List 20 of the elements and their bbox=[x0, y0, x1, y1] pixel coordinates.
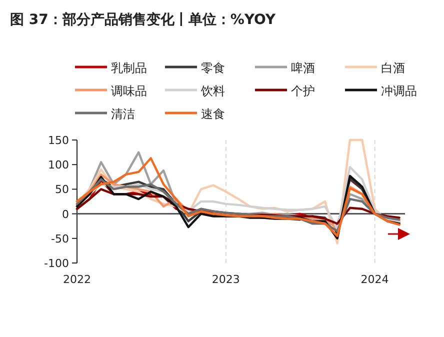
legend-label: 乳制品 bbox=[111, 61, 147, 75]
legend-label: 清洁 bbox=[111, 107, 135, 121]
legend-label: 速食 bbox=[201, 107, 225, 121]
y-tick-label: 50 bbox=[55, 183, 69, 196]
x-tick-label: 2022 bbox=[63, 273, 91, 286]
x-tick-label: 2024 bbox=[360, 273, 389, 286]
legend-label: 零食 bbox=[201, 61, 225, 75]
x-tick-label: 2023 bbox=[212, 273, 240, 286]
legend-label: 白酒 bbox=[381, 61, 405, 75]
legend-label: 个护 bbox=[291, 84, 315, 98]
chart-title: 图 37：部分产品销售变化丨单位：%YOY bbox=[10, 11, 276, 28]
y-tick-label: 100 bbox=[48, 158, 69, 172]
y-tick-label: 0 bbox=[62, 208, 69, 221]
y-tick-label: 150 bbox=[48, 134, 69, 147]
legend-label: 啤酒 bbox=[291, 61, 315, 75]
y-tick-label: -100 bbox=[44, 257, 69, 270]
legend-label: 调味品 bbox=[111, 84, 147, 98]
y-tick-label: -50 bbox=[51, 232, 69, 246]
legend-label: 饮料 bbox=[200, 84, 225, 98]
legend-label: 冲调品 bbox=[381, 84, 417, 98]
